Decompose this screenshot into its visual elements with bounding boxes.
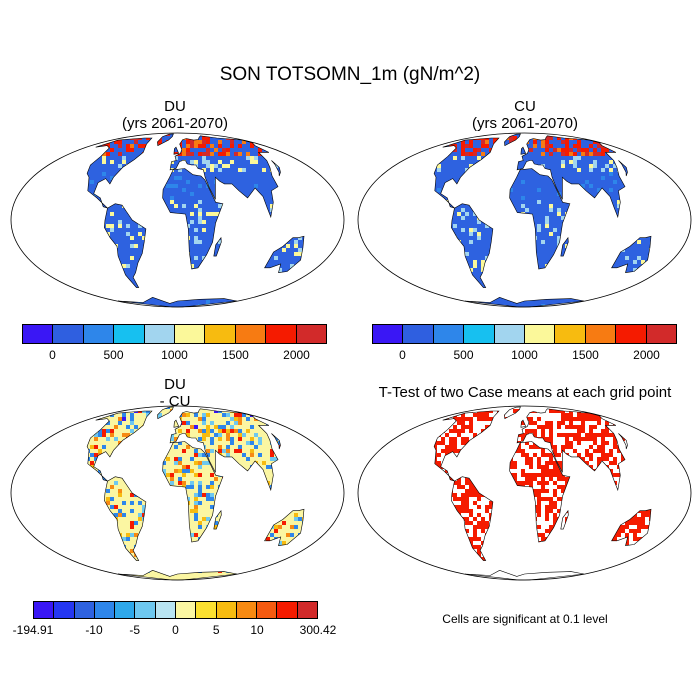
colorbar-swatch	[616, 325, 647, 343]
panel-title-du-name: DU	[164, 98, 186, 115]
colorbar-swatch	[296, 325, 327, 343]
map-diff	[10, 405, 345, 581]
colorbar-tick-label: 0	[49, 348, 56, 362]
colorbar-diff-labels: -194.91 -10 -5 0 5 10 300.42	[13, 623, 337, 639]
colorbar-swatch	[155, 602, 176, 618]
panel-title-cu: CU (yrs 2061-2070)	[375, 98, 675, 132]
colorbar-swatch	[257, 602, 278, 618]
colorbar-cu	[372, 324, 677, 344]
colorbar-swatch	[144, 325, 176, 343]
colorbar-du	[22, 324, 327, 344]
colorbar-tick-label: 1500	[222, 348, 249, 362]
colorbar-tick-label: 500	[453, 348, 474, 362]
panel-title-diff-name: DU	[164, 376, 186, 393]
map-ttest	[357, 405, 692, 581]
colorbar-swatch	[83, 325, 115, 343]
colorbar-swatch	[464, 325, 495, 343]
colorbar-tick-label: -5	[129, 623, 141, 637]
colorbar-swatch	[236, 602, 258, 618]
colorbar-swatch	[494, 325, 526, 343]
colorbar-tick-label: -194.91	[12, 623, 54, 637]
colorbar-swatch	[53, 325, 84, 343]
panel-title-du-subtitle: (yrs 2061-2070)	[122, 115, 228, 132]
colorbar-swatch	[297, 602, 317, 618]
colorbar-tick-label: 1000	[511, 348, 538, 362]
colorbar-swatch	[115, 602, 136, 618]
colorbar-tick-label: 0	[172, 623, 179, 637]
colorbar-tick-label: 1500	[572, 348, 599, 362]
colorbar-swatch	[74, 602, 95, 618]
colorbar-swatch	[196, 602, 217, 618]
colorbar-swatch	[34, 602, 55, 618]
map-cu	[357, 132, 692, 308]
figure-title: SON TOTSOMN_1m (gN/m^2)	[219, 64, 481, 85]
colorbar-swatch	[525, 325, 556, 343]
map-du	[10, 132, 345, 308]
colorbar-tick-label: 500	[103, 348, 124, 362]
colorbar-swatch	[235, 325, 267, 343]
colorbar-swatch	[266, 325, 297, 343]
colorbar-swatch	[403, 325, 434, 343]
colorbar-swatch	[175, 602, 197, 618]
colorbar-tick-label: 2000	[633, 348, 660, 362]
colorbar-du-labels: 0 500 1000 1500 2000	[22, 348, 327, 364]
colorbar-swatch	[94, 602, 116, 618]
colorbar-swatch	[216, 602, 237, 618]
colorbar-tick-label: 300.42	[299, 623, 337, 637]
panel-title-cu-name: CU	[514, 98, 536, 115]
colorbar-tick-label: -10	[85, 623, 103, 637]
map-border	[357, 405, 692, 581]
colorbar-swatch	[114, 325, 145, 343]
colorbar-swatch	[646, 325, 677, 343]
colorbar-tick-label: 1000	[161, 348, 188, 362]
colorbar-tick-label: 5	[212, 623, 220, 637]
colorbar-tick-label: 2000	[283, 348, 310, 362]
colorbar-swatch	[373, 325, 404, 343]
significance-note: Cells are significant at 0.1 level	[442, 612, 608, 626]
colorbar-swatch	[555, 325, 586, 343]
colorbar-swatch	[433, 325, 465, 343]
map-border	[357, 132, 692, 308]
colorbar-cu-labels: 0 500 1000 1500 2000	[372, 348, 677, 364]
panel-title-cu-subtitle: (yrs 2061-2070)	[472, 115, 578, 132]
colorbar-tick-label: 0	[399, 348, 406, 362]
colorbar-swatch	[205, 325, 236, 343]
colorbar-diff	[33, 601, 318, 619]
colorbar-swatch	[54, 602, 75, 618]
panel-title-ttest: T-Test of two Case means at each grid po…	[345, 384, 700, 401]
panel-title-du: DU (yrs 2061-2070)	[25, 98, 325, 132]
colorbar-swatch	[175, 325, 206, 343]
map-border	[10, 132, 345, 308]
colorbar-swatch	[277, 602, 298, 618]
panel-title-ttest-name: T-Test of two Case means at each grid po…	[378, 384, 672, 401]
colorbar-swatch	[585, 325, 617, 343]
colorbar-tick-label: 10	[250, 623, 264, 637]
colorbar-swatch	[135, 602, 156, 618]
colorbar-swatch	[23, 325, 54, 343]
map-border	[10, 405, 345, 581]
